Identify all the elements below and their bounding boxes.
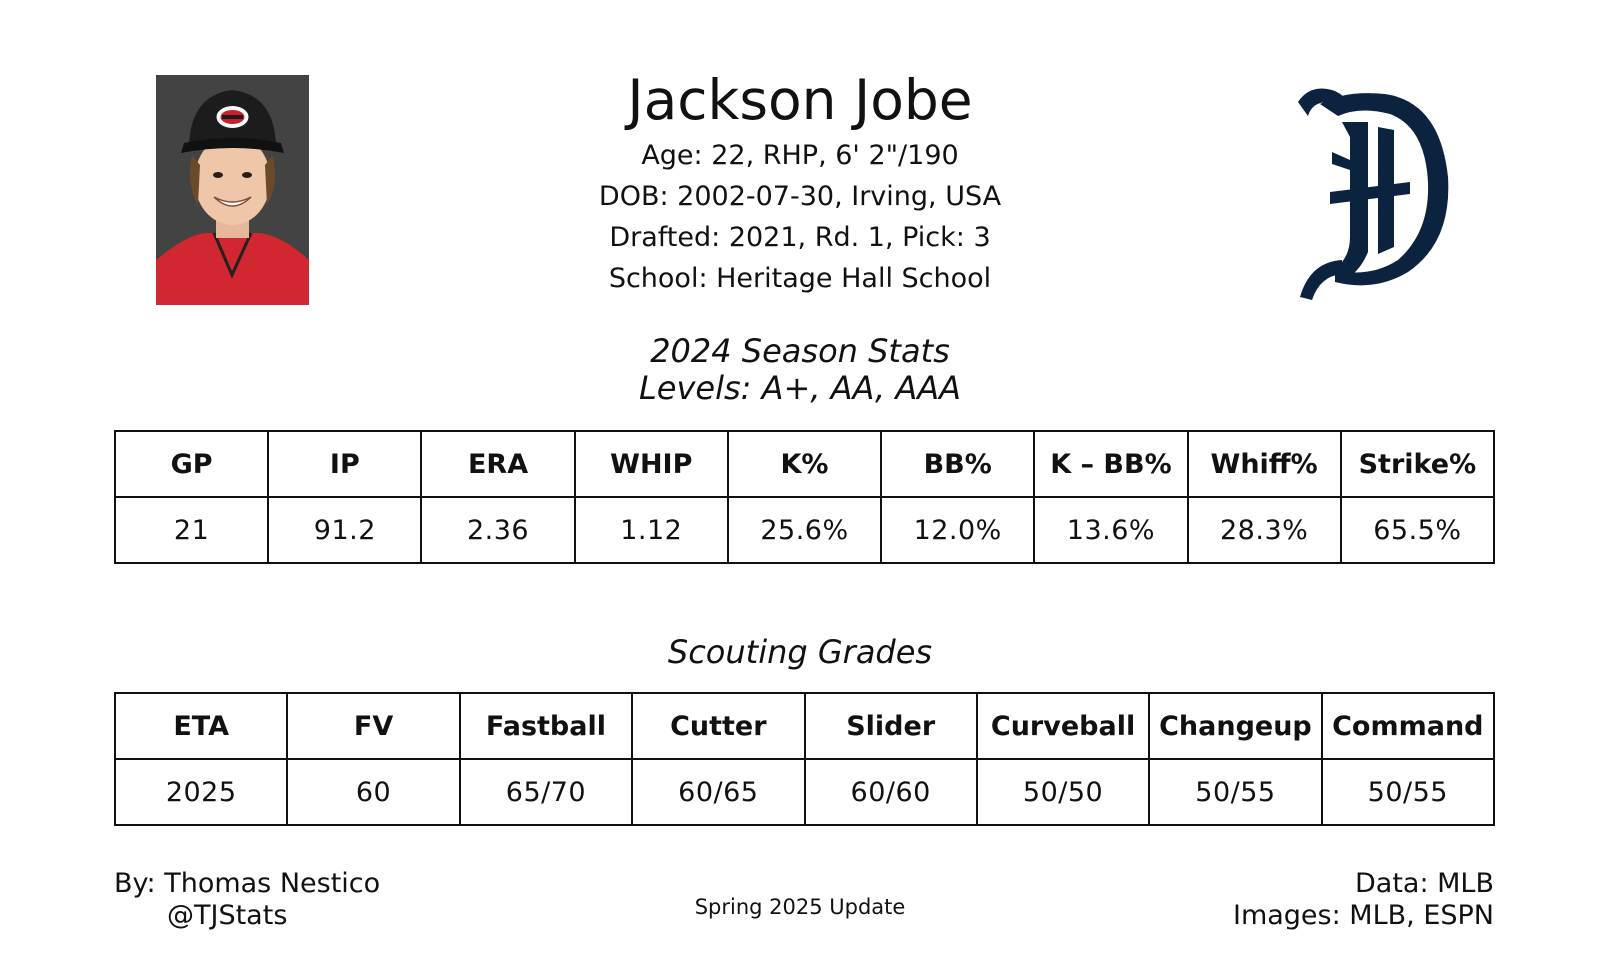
grades-value-cell: 2025	[113, 758, 289, 826]
grades-header-cell: ETA	[113, 692, 289, 760]
scouting-grades-table: ETA FV Fastball Cutter Slider Curveball …	[113, 692, 1496, 826]
stats-value-cell: 1.12	[573, 496, 729, 564]
grades-value-cell: 60/60	[803, 758, 978, 826]
player-draft-info: Drafted: 2021, Rd. 1, Pick: 3	[609, 222, 991, 253]
player-age-position: Age: 22, RHP, 6' 2"/190	[641, 140, 959, 171]
stats-value-cell: 2.36	[420, 496, 576, 564]
grades-header-cell: Fastball	[458, 692, 634, 760]
image-source: Images: MLB, ESPN	[1232, 900, 1494, 931]
stats-header-cell: ERA	[420, 430, 576, 498]
scouting-grades-title: Scouting Grades	[667, 633, 933, 671]
stats-header-cell: GP	[113, 430, 270, 498]
player-school: School: Heritage Hall School	[608, 263, 992, 294]
stats-value-cell: 91.2	[267, 496, 423, 564]
stats-header-cell: K – BB%	[1033, 430, 1189, 498]
stats-header-cell: BB%	[880, 430, 1036, 498]
grades-value-cell: 60	[286, 758, 461, 826]
update-label: Spring 2025 Update	[694, 895, 906, 919]
grades-header-cell: Curveball	[975, 692, 1151, 760]
data-source: Data: MLB	[1354, 868, 1494, 899]
season-stats-title: 2024 Season Stats	[650, 332, 950, 370]
stats-header-cell: Whiff%	[1186, 430, 1342, 498]
grades-header-cell: Command	[1320, 692, 1496, 760]
grades-header-cell: FV	[286, 692, 461, 760]
author-handle: @TJStats	[167, 900, 288, 931]
source-credits: Data: MLB Images: MLB, ESPN	[1233, 868, 1494, 932]
stats-value-cell: 65.5%	[1339, 496, 1496, 564]
grades-value-cell: 50/50	[975, 758, 1151, 826]
player-headshot-image	[156, 75, 309, 305]
team-logo-icon	[1290, 82, 1460, 302]
grades-value-cell: 50/55	[1148, 758, 1323, 826]
grades-header-cell: Cutter	[631, 692, 806, 760]
stats-value-row: 21 91.2 2.36 1.12 25.6% 12.0% 13.6% 28.3…	[113, 496, 1496, 564]
stats-header-row: GP IP ERA WHIP K% BB% K – BB% Whiff% Str…	[113, 430, 1496, 498]
stats-value-cell: 13.6%	[1033, 496, 1189, 564]
grades-value-cell: 65/70	[458, 758, 634, 826]
stats-value-cell: 12.0%	[880, 496, 1036, 564]
grades-value-cell: 50/55	[1320, 758, 1496, 826]
grades-value-cell: 60/65	[631, 758, 806, 826]
stats-value-cell: 21	[113, 496, 270, 564]
season-stats-table: GP IP ERA WHIP K% BB% K – BB% Whiff% Str…	[113, 430, 1496, 564]
stats-header-cell: K%	[726, 430, 883, 498]
stats-header-cell: IP	[267, 430, 423, 498]
grades-value-row: 2025 60 65/70 60/65 60/60 50/50 50/55 50…	[113, 758, 1496, 826]
stats-header-cell: Strike%	[1339, 430, 1496, 498]
player-name: Jackson Jobe	[627, 68, 973, 132]
stats-value-cell: 28.3%	[1186, 496, 1342, 564]
grades-header-row: ETA FV Fastball Cutter Slider Curveball …	[113, 692, 1496, 760]
season-levels: Levels: A+, AA, AAA	[638, 369, 962, 407]
stats-value-cell: 25.6%	[726, 496, 883, 564]
author-name: By: Thomas Nestico	[114, 868, 381, 899]
author-credit: By: Thomas Nestico @TJStats	[114, 868, 380, 932]
stats-header-cell: WHIP	[573, 430, 729, 498]
player-dob-birthplace: DOB: 2002-07-30, Irving, USA	[598, 181, 1002, 212]
grades-header-cell: Slider	[803, 692, 978, 760]
grades-header-cell: Changeup	[1148, 692, 1323, 760]
